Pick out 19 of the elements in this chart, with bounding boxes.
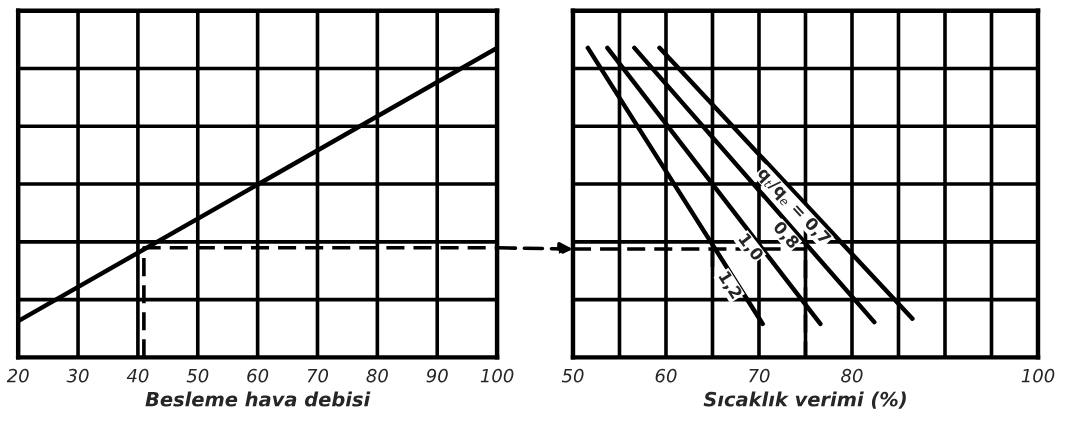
x-tick-label: 100 bbox=[1021, 368, 1055, 383]
text: 0,8 bbox=[770, 220, 801, 251]
x-tick-label: 80 bbox=[366, 368, 388, 383]
x-tick-label: 50 bbox=[186, 368, 209, 383]
x-tick-label: 70 bbox=[749, 368, 770, 383]
x-tick-label: 60 bbox=[655, 368, 677, 383]
x-tick-label: 90 bbox=[426, 368, 448, 383]
x-tick-label: 100 bbox=[480, 368, 514, 383]
x-tick-label: 50 bbox=[561, 368, 584, 383]
x-axis-title: Sıcaklık verimi (%) bbox=[703, 391, 906, 409]
x-tick-label: 20 bbox=[6, 368, 29, 383]
x-tick-label: 60 bbox=[247, 368, 269, 383]
text: 1,0 bbox=[736, 232, 765, 263]
x-tick-label: 80 bbox=[841, 368, 863, 383]
text: 1,2 bbox=[716, 270, 743, 301]
x-tick-label: 70 bbox=[307, 368, 329, 383]
x-axis-title: Besleme hava debisi bbox=[145, 391, 371, 407]
x-tick-label: 30 bbox=[66, 368, 89, 383]
x-tick-label: 40 bbox=[126, 368, 149, 383]
